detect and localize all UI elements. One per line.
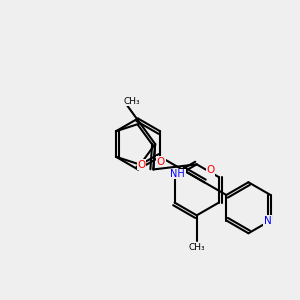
Text: O: O <box>137 160 146 170</box>
Text: O: O <box>157 157 165 167</box>
Text: NH: NH <box>170 169 185 179</box>
Text: N: N <box>264 215 272 226</box>
Text: CH₃: CH₃ <box>124 97 140 106</box>
Text: O: O <box>206 165 214 176</box>
Text: CH₃: CH₃ <box>188 243 205 252</box>
